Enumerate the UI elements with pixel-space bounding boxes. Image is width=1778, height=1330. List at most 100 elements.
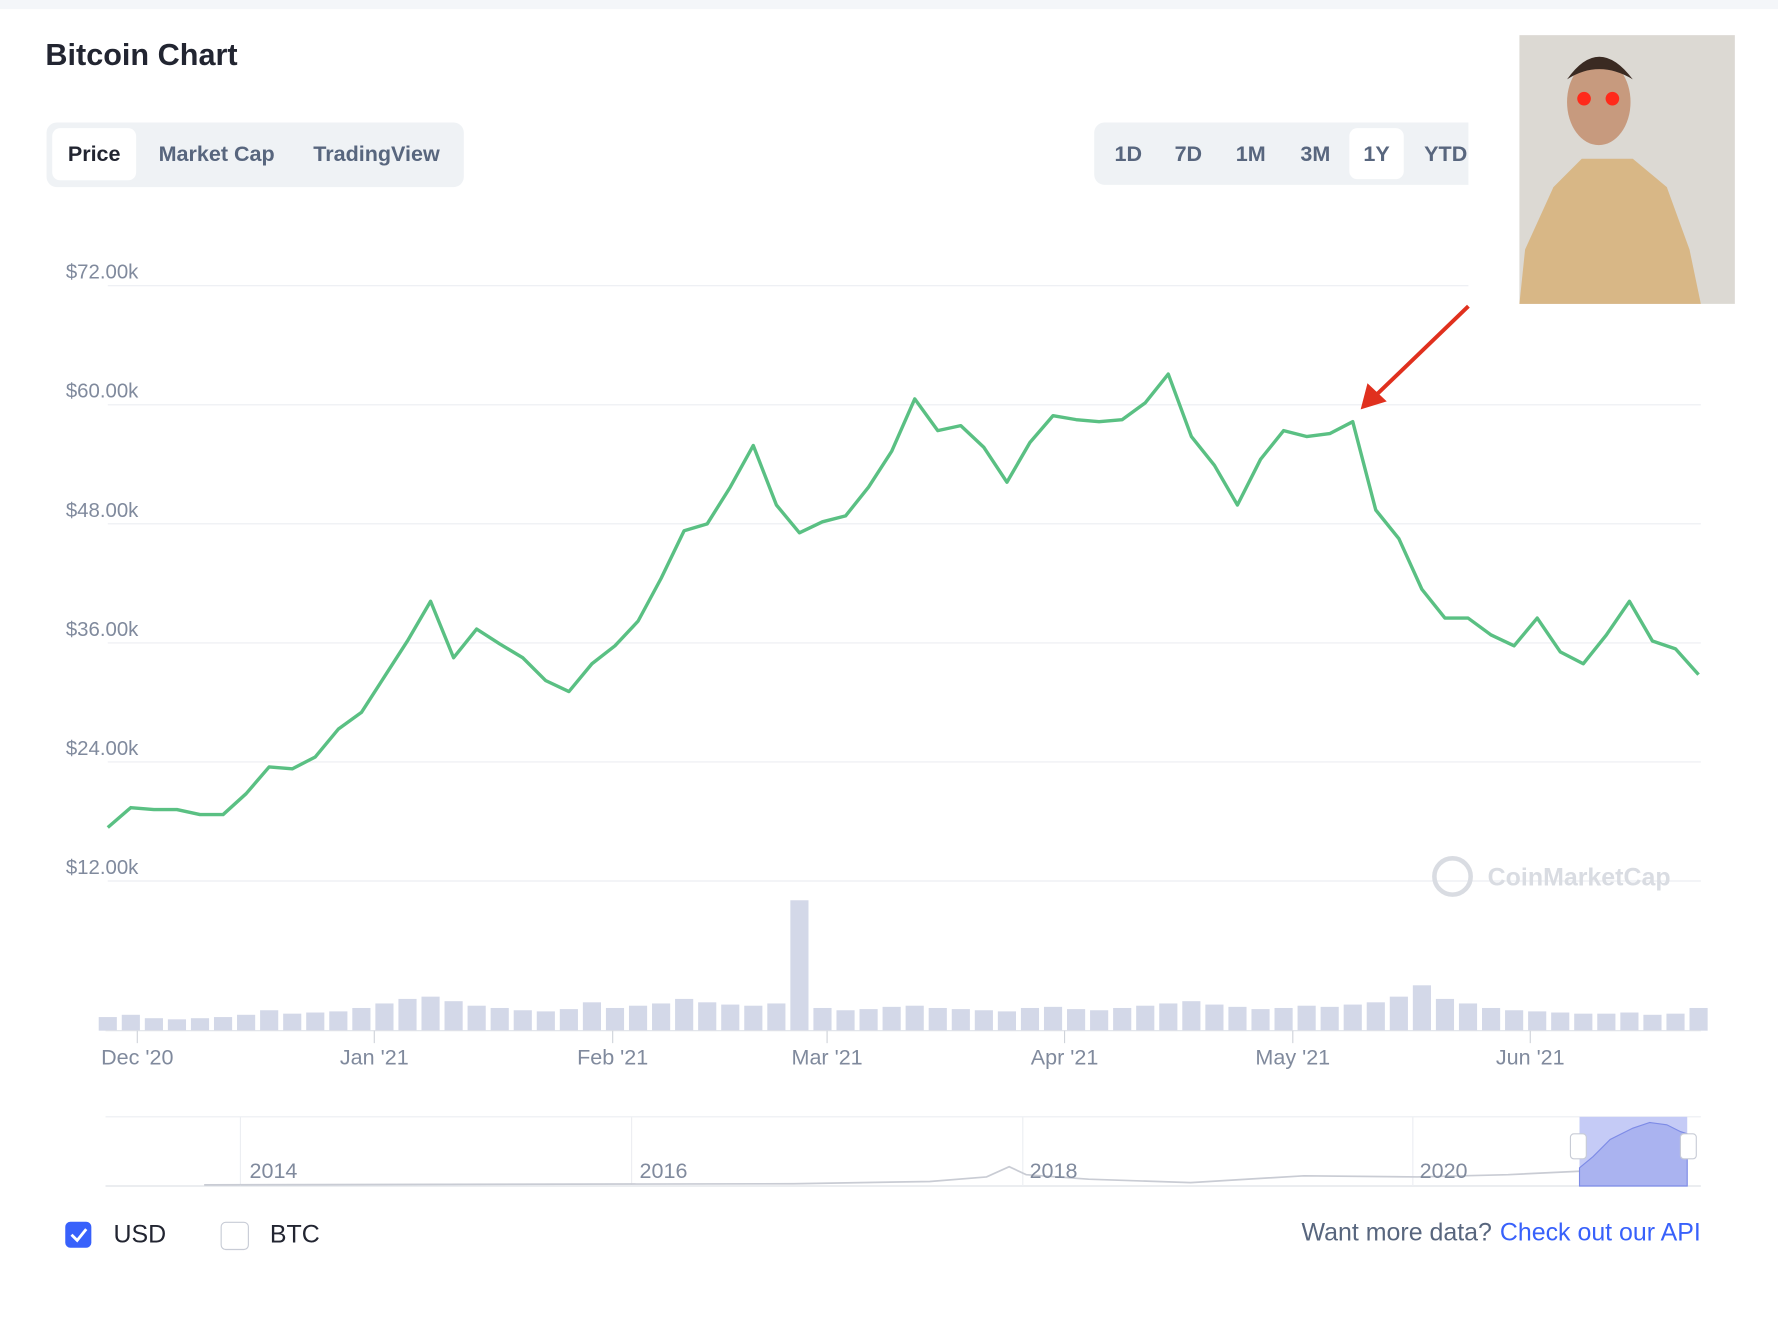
- checkbox[interactable]: [220, 1221, 249, 1251]
- volume-bar: [1020, 1007, 1040, 1031]
- volume-bar: [167, 1019, 187, 1031]
- volume-bar: [997, 1011, 1016, 1031]
- volume-bar: [1090, 1010, 1109, 1031]
- y-tick-label: $48.00k: [66, 500, 139, 522]
- footer-prompt: Want more data?: [1302, 1218, 1492, 1246]
- navigator-label: 2014: [250, 1159, 298, 1183]
- arrow: [1372, 304, 1470, 399]
- volume-bar: [375, 1003, 394, 1031]
- tab[interactable]: TradingView: [313, 142, 440, 166]
- photo-figure: [1519, 158, 1701, 304]
- navigator-line: [204, 1165, 1580, 1186]
- volume-bar: [1343, 1004, 1362, 1031]
- photo-hair: [1567, 56, 1633, 80]
- range-button[interactable]: 1M: [1236, 142, 1266, 166]
- y-tick-label: $36.00k: [66, 619, 139, 641]
- tab-active[interactable]: [52, 128, 137, 181]
- range-button[interactable]: 3M: [1300, 142, 1330, 166]
- volume-bar: [559, 1009, 578, 1031]
- y-tick-label: $12.00k: [66, 857, 139, 879]
- checkbox[interactable]: [65, 1221, 92, 1248]
- tab-group: [46, 122, 464, 188]
- navigator-handle[interactable]: [1569, 1133, 1587, 1160]
- volume-bar: [1620, 1012, 1639, 1031]
- volume-bar: [1528, 1011, 1547, 1031]
- volume-bar: [974, 1010, 993, 1031]
- volume-bar: [767, 1003, 786, 1031]
- volume-bar: [721, 1004, 740, 1031]
- volume-bar: [1182, 1001, 1201, 1031]
- volume-bar: [675, 998, 694, 1031]
- volume-bar: [536, 1011, 555, 1031]
- volume-bar: [1689, 1007, 1708, 1031]
- volume-bar: [490, 1007, 509, 1031]
- volume-bar: [836, 1010, 855, 1031]
- volume-bar: [1043, 1006, 1063, 1031]
- volume-bar: [1251, 1009, 1270, 1031]
- volume-bar: [237, 1014, 256, 1031]
- range-group: [1094, 122, 1480, 185]
- volume-bar: [1320, 1006, 1339, 1031]
- x-tick-label: Apr '21: [1031, 1046, 1099, 1070]
- range-button[interactable]: YTD: [1424, 142, 1467, 166]
- volume-bar: [398, 998, 417, 1031]
- arrow-head: [1360, 383, 1387, 410]
- laser-eye: [1605, 91, 1620, 106]
- navigator-label: 2016: [640, 1159, 688, 1183]
- range-button[interactable]: 1Y: [1363, 142, 1390, 166]
- volume-bar: [1297, 1005, 1316, 1031]
- volume-bar: [698, 1002, 717, 1031]
- volume-bar: [628, 1005, 648, 1031]
- volume-bar: [352, 1007, 371, 1031]
- x-tick-label: Dec '20: [101, 1046, 173, 1070]
- volume-bar: [121, 1014, 140, 1031]
- volume-bar: [260, 1010, 279, 1031]
- volume-bar: [513, 1010, 532, 1031]
- navigator-label: 2018: [1030, 1159, 1078, 1183]
- volume-bar: [1228, 1006, 1247, 1031]
- volume-bar: [1666, 1013, 1685, 1031]
- tab[interactable]: Market Cap: [159, 142, 275, 166]
- volume-bar: [859, 1009, 878, 1031]
- volume-bar: [582, 1002, 602, 1031]
- top-shade: [0, 0, 1778, 10]
- volume-bar: [1435, 998, 1455, 1031]
- volume-bar: [213, 1017, 233, 1031]
- watermark-logo: [1432, 856, 1473, 897]
- photo-face: [1567, 58, 1631, 146]
- volume-bar: [1551, 1012, 1570, 1031]
- range-button[interactable]: 1D: [1114, 142, 1142, 166]
- volume-bar: [190, 1018, 210, 1031]
- volume-bar: [1643, 1014, 1662, 1031]
- volume-bar: [467, 1005, 486, 1031]
- volume-bar: [1067, 1009, 1086, 1031]
- volume-bar: [928, 1007, 947, 1031]
- price-line: [106, 372, 1700, 829]
- navigator-area: [1578, 1121, 1688, 1187]
- y-tick-label: $72.00k: [66, 262, 139, 284]
- volume-bar: [1366, 1002, 1385, 1031]
- volume-bar: [283, 1013, 302, 1031]
- currency-label[interactable]: BTC: [270, 1220, 320, 1248]
- range-active[interactable]: [1349, 128, 1404, 180]
- checkmark: [70, 1228, 88, 1243]
- volume-bar: [905, 1005, 924, 1031]
- tab[interactable]: Price: [68, 142, 121, 166]
- navigator-handle[interactable]: [1679, 1133, 1697, 1160]
- volume-bar: [144, 1018, 163, 1031]
- volume-bar: [1458, 1003, 1478, 1031]
- x-tick-label: Jan '21: [340, 1046, 409, 1070]
- volume-bar: [1205, 1004, 1224, 1031]
- x-tick-label: Mar '21: [792, 1046, 863, 1070]
- volume-bar: [444, 1001, 463, 1031]
- chart-title: Bitcoin Chart: [45, 38, 237, 72]
- watermark: CoinMarketCap: [1488, 863, 1671, 891]
- x-tick-label: Feb '21: [577, 1046, 648, 1070]
- volume-bar: [1574, 1013, 1593, 1031]
- api-link[interactable]: Check out our API: [1500, 1218, 1701, 1246]
- currency-label[interactable]: USD: [113, 1220, 166, 1248]
- range-button[interactable]: 7D: [1175, 142, 1203, 166]
- volume-bar: [1389, 996, 1408, 1031]
- volume-bar: [605, 1007, 625, 1031]
